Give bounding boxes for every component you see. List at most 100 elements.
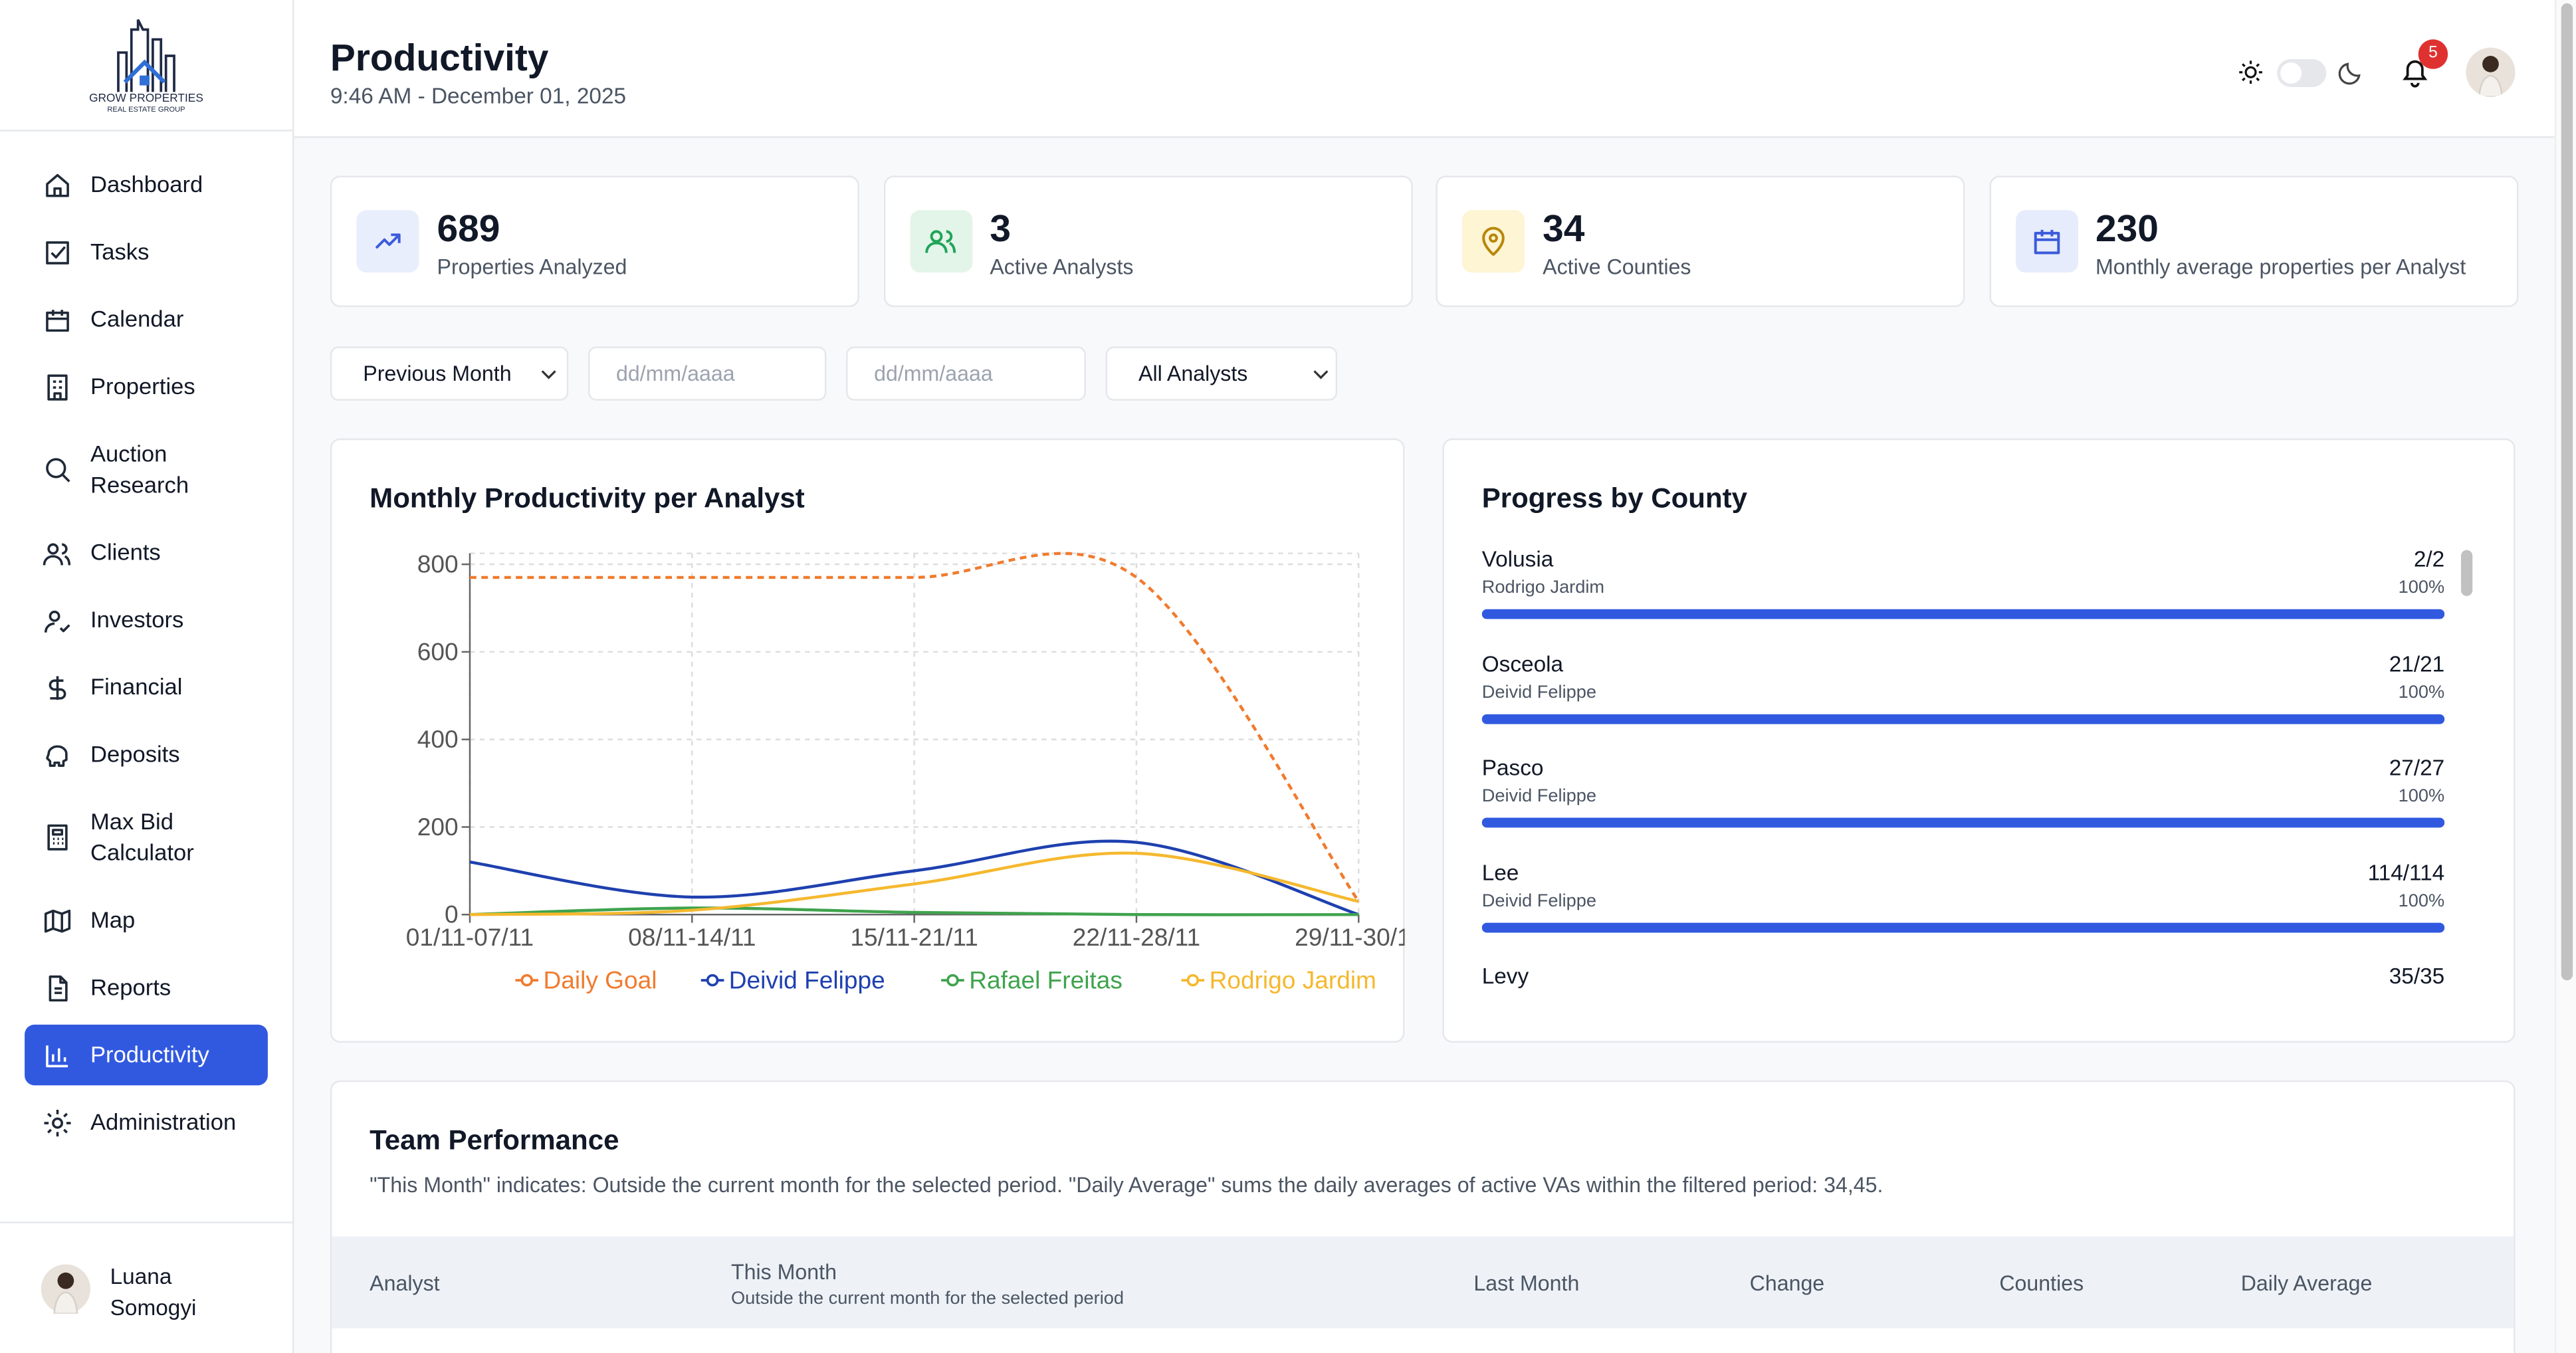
nav-item[interactable]: Administration [25,1089,268,1156]
icon-shape [46,1044,68,1067]
nav-item[interactable]: Map [25,886,268,954]
scrollbar[interactable] [2554,0,2576,1353]
icon-shape [924,230,955,253]
light-icon [2239,60,2262,84]
analyst-select[interactable]: All Analysts [1105,346,1338,401]
divider [0,1221,293,1223]
county-name: Volusia [1481,546,1554,572]
icon [924,230,955,253]
series-line [469,552,1360,902]
nav-item[interactable]: Financial [25,653,268,720]
y-tick-label: 200 [417,813,459,841]
county-percent: 100% [2398,577,2445,598]
nav-label: Administration [90,1108,237,1135]
team-description: "This Month" indicates: Outside the curr… [370,1172,1883,1197]
nav-icon [46,458,70,482]
nav-item[interactable]: Auction Research [25,421,268,519]
list-scroll-thumb[interactable] [2460,550,2473,596]
county-percent: 100% [2398,786,2445,807]
progress-card: Progress by County Volusia 2/2 Rodrigo Jar… [1442,438,2516,1043]
nav-label: Properties [90,372,195,399]
stat-card: 34 Active Counties [1436,175,1965,308]
county-analyst: Deivid Felippe [1481,890,1596,911]
period-value: Previous Month [363,361,512,386]
progress-title: Progress by County [1481,482,1748,514]
progress-bar [1481,713,2445,724]
icon-shape [43,542,71,565]
icon-shape [47,824,68,851]
icon-shape [1482,227,1505,256]
stat-icon [2014,210,2078,273]
progress-bar [1481,609,2445,619]
legend-swatch [706,974,719,987]
county-percent: 100% [2398,682,2445,702]
avatar-figure [2478,56,2504,97]
nav-item[interactable]: Max Bid Calculator [25,788,268,886]
user-name[interactable]: Luana Somogyi [110,1264,197,1320]
notification-bell[interactable] [2399,56,2431,88]
page-subtitle: 9:46 AM - December 01, 2025 [330,84,627,109]
y-tick-label: 600 [417,637,459,665]
theme-toggle[interactable] [2277,58,2327,87]
end-date[interactable]: dd/mm/aaaa [846,346,1086,401]
county-name: Pasco [1481,755,1544,780]
logo-tagline: REAL ESTATE GROUP [107,105,185,114]
period-select[interactable]: Previous Month [330,346,569,401]
nav-label: Auction Research [90,440,189,498]
nav-item[interactable]: Properties [25,353,268,420]
nav-icon [44,609,70,632]
stat-card: 689 Properties Analyzed [330,175,859,308]
user-avatar[interactable] [41,1264,90,1314]
nav-label: Dashboard [90,170,203,197]
icon [1482,227,1505,256]
county-analyst: Deivid Felippe [1481,682,1596,702]
stat-value: 34 [1543,207,1585,250]
county-name: Lee [1481,859,1519,885]
nav-item[interactable]: Deposits [25,721,268,788]
nav-item[interactable]: Investors [25,586,268,653]
chart-title: Monthly Productivity per Analyst [370,482,805,514]
column-note: Outside the current month for the select… [731,1289,1125,1309]
stat-label: Monthly average properties per Analyst [2095,254,2466,280]
x-tick-label: 29/11-30/11 [1295,923,1404,951]
progress-bar [1481,922,2445,932]
nav-label: Investors [90,605,184,633]
icon-shape [44,1108,71,1136]
chart: 0 200 400 600 800 01/11-07/11 08/11-14/11 15/11… [406,550,1405,994]
stat-label: Active Analysts [990,254,1134,280]
nav-item[interactable]: Clients [25,519,268,586]
team-title: Team Performance [370,1124,619,1156]
chart-card: Monthly Productivity per Analyst [330,438,1405,1043]
stat-card: 230 Monthly average properties per Analys… [1988,175,2518,308]
icon-shape [46,458,70,482]
nav-item[interactable]: Dashboard [25,151,268,218]
stat-value: 230 [2095,207,2159,250]
nav-label: Reports [90,974,171,1000]
icon-shape [44,609,70,632]
logo-name: GROW PROPERTIES [89,93,203,106]
county-progress: 21/21 [2389,651,2445,676]
stat-icon [1462,210,1525,273]
nav-item[interactable]: Reports [25,954,268,1021]
nav-item[interactable]: Tasks [25,219,268,286]
icon-shape [49,675,66,699]
start-date[interactable]: dd/mm/aaaa [588,346,827,401]
progress-track [1481,713,2445,724]
header-avatar[interactable] [2466,47,2516,97]
sidebar: GROW PROPERTIES REAL ESTATE GROUP Dashbo… [0,0,294,1353]
stat-label: Properties Analyzed [437,254,627,280]
stat-value: 3 [990,207,1011,250]
county-name: Levy [1481,964,1529,989]
nav-item[interactable]: Productivity [25,1024,268,1086]
icon-shape [2033,229,2060,255]
stat-label: Active Counties [1543,254,1691,280]
icon-shape [44,908,71,932]
county-progress: 35/35 [2389,964,2445,989]
progress-bar [1481,817,2445,828]
legend-label: Deivid Felippe [729,966,885,993]
column-header: Change [1749,1271,1825,1296]
page-title: Productivity [330,36,549,79]
nav-item[interactable]: Calendar [25,286,268,353]
county-analyst: Rodrigo Jardim [1481,577,1605,598]
divider [0,130,293,132]
